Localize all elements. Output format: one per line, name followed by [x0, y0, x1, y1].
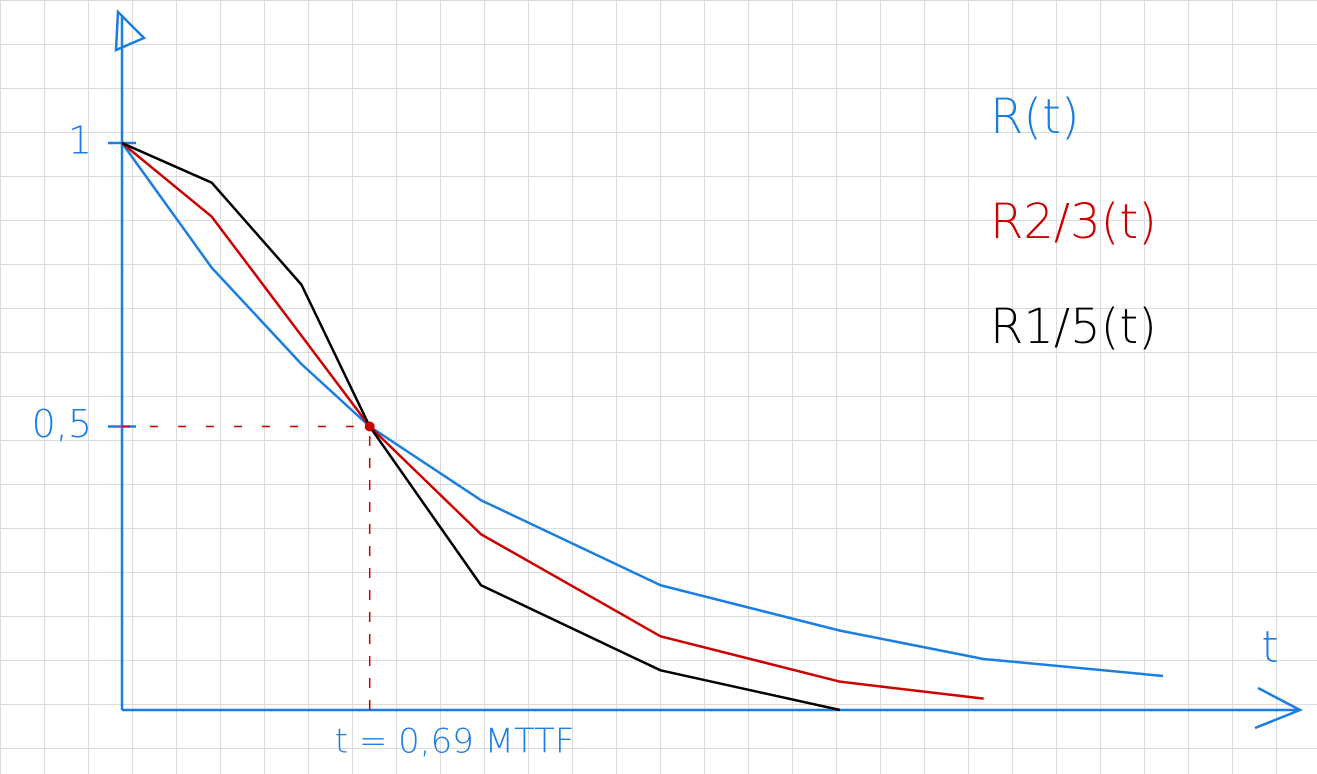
series-line [122, 143, 840, 710]
legend-label: R1/5(t) [990, 299, 1157, 355]
x-axis-label: t [1261, 622, 1278, 673]
y-axis-arrow [116, 12, 144, 50]
legend-label: R(t) [990, 89, 1080, 145]
crossing-point [365, 422, 375, 432]
page: t 0,51t = 0,69 MTTFR(t)R2/3(t)R1/5(t) ((… [0, 0, 1317, 774]
x-tick-label: t = 0,69 MTTF [335, 722, 575, 762]
legend-label: R2/3(t) [990, 194, 1157, 250]
chart: t 0,5 1 t = 0,69 MTTF R(t) R2/3(t) R1/5(t) [0, 0, 1317, 774]
y-tick-label: 1 [68, 119, 92, 163]
x-axis-arrow [1255, 688, 1300, 728]
y-tick-label: 0,5 [32, 402, 92, 446]
